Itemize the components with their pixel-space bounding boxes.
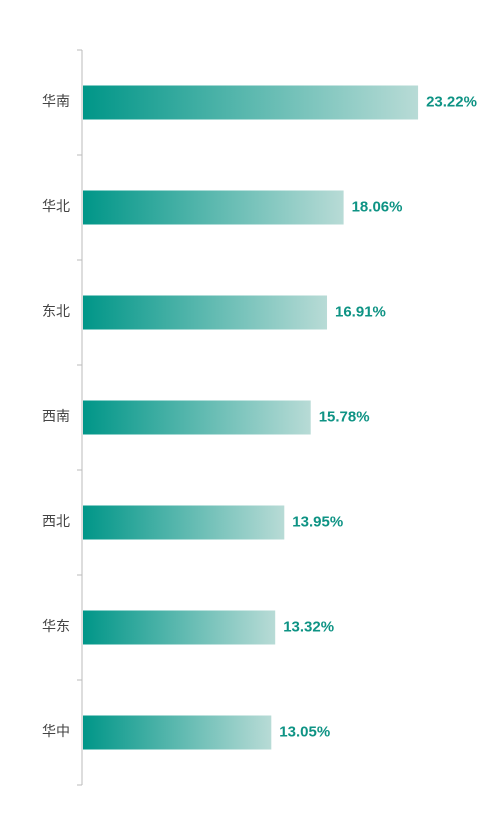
value-label: 18.06% [352, 198, 403, 215]
bar [83, 295, 328, 330]
value-label: 15.78% [319, 408, 370, 425]
bar [83, 715, 272, 750]
bar [83, 505, 285, 540]
value-label: 13.05% [279, 723, 330, 740]
value-label: 13.95% [292, 513, 343, 530]
value-label: 16.91% [335, 303, 386, 320]
value-label: 13.32% [283, 618, 334, 635]
bar [83, 85, 419, 120]
bar [83, 400, 311, 435]
bar [83, 610, 276, 645]
category-label: 西北 [42, 513, 70, 529]
category-label: 华南 [42, 93, 70, 109]
value-label: 23.22% [426, 93, 477, 110]
category-label: 华北 [42, 198, 70, 214]
category-label: 西南 [42, 408, 70, 424]
category-label: 东北 [42, 303, 70, 319]
bar [83, 190, 344, 225]
category-label: 华中 [42, 723, 70, 739]
category-label: 华东 [42, 618, 70, 634]
